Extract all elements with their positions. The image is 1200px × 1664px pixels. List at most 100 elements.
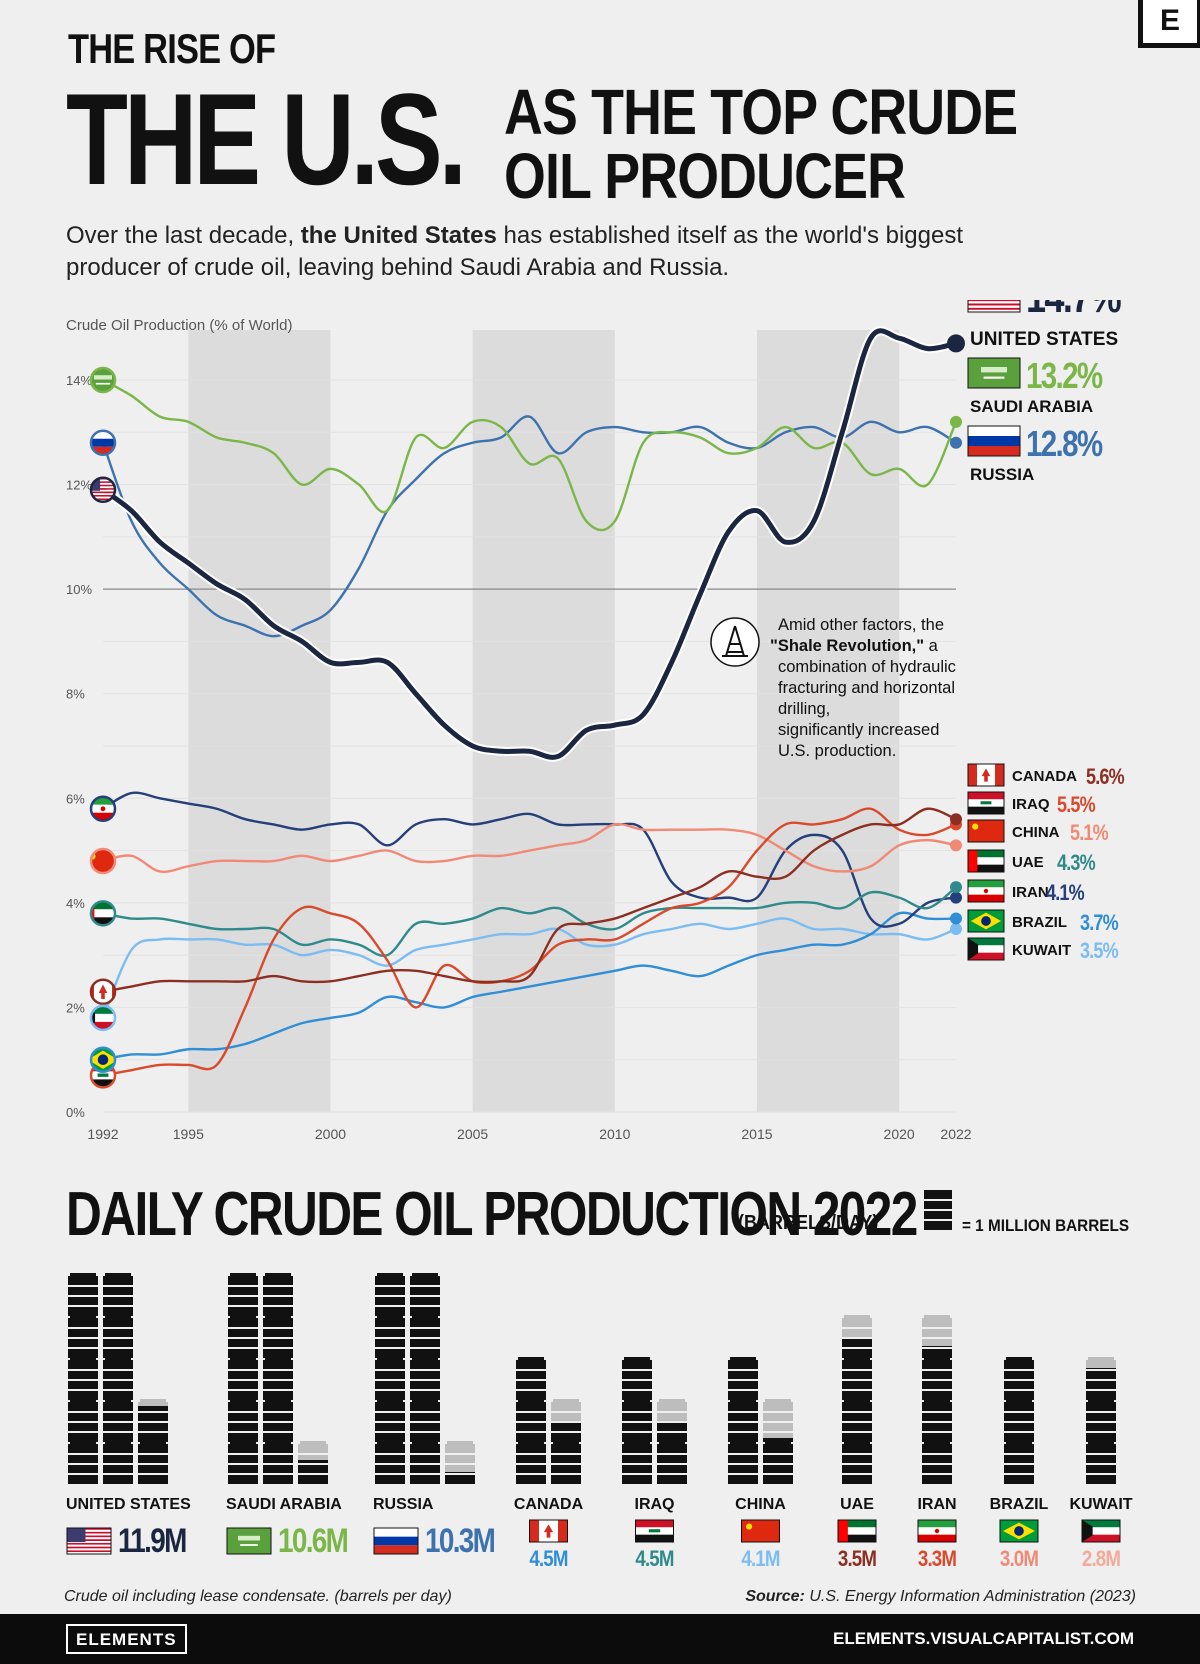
- annotation-bold: "Shale Revolution,": [770, 637, 924, 655]
- barrel-icon: [728, 1357, 758, 1400]
- y-tick-label: 8%: [66, 687, 85, 702]
- barrel-icon: [263, 1315, 293, 1358]
- oil-derrick-icon-lines: [722, 625, 748, 657]
- x-tick-label: 1992: [87, 1126, 118, 1142]
- uae-end-point: [950, 881, 962, 894]
- footer-brand[interactable]: ELEMENTS: [66, 1624, 187, 1654]
- annotation-line: fracturing and horizontal: [778, 679, 955, 697]
- annotation-line: U.S. production.: [778, 742, 896, 760]
- brazil-final-value: 3.7%: [1080, 911, 1119, 935]
- china-end-point: [950, 839, 962, 852]
- brazil-label-flag-icon: [967, 909, 1005, 933]
- canada-label-flag-icon: [967, 763, 1005, 787]
- barrel-icon: [410, 1315, 440, 1358]
- subtitle: Over the last decade, the United States …: [66, 220, 966, 284]
- saudi-end-point: [950, 415, 962, 428]
- footer-url[interactable]: ELEMENTS.VISUALCAPITALIST.COM: [833, 1629, 1134, 1648]
- y-axis-title: Crude Oil Production (% of World): [66, 317, 292, 334]
- barrel-icon: [410, 1441, 440, 1484]
- uae-round-flag-icon: [91, 901, 115, 926]
- iraq-series-line: [101, 807, 958, 1077]
- barrel-icon: [728, 1441, 758, 1484]
- barrel-icon: [922, 1441, 952, 1484]
- country-name: CHINA: [735, 1496, 786, 1513]
- barrel-icon: [68, 1399, 98, 1442]
- canada-series-name: CANADA: [1012, 768, 1077, 785]
- bars-title: DAILY CRUDE OIL PRODUCTION 2022: [66, 1180, 918, 1249]
- saudi-series-name: SAUDI ARABIA: [970, 397, 1093, 416]
- y-tick-label: 0%: [66, 1105, 85, 1120]
- canada-final-value: 5.6%: [1086, 765, 1125, 789]
- uae-round-flag-ring: [89, 900, 117, 927]
- barrel-icon: [657, 1399, 687, 1442]
- barrel-icon: [263, 1357, 293, 1400]
- barrel-icon: [103, 1357, 133, 1400]
- barrel-icon: [657, 1441, 687, 1484]
- barrel-icon: [410, 1357, 440, 1400]
- annotation-line-1: Amid other factors, the: [778, 616, 944, 634]
- iran-label-flag-icon: [967, 879, 1005, 903]
- russia-round-flag-fill: [91, 430, 115, 455]
- brand-logo: E: [1138, 0, 1200, 48]
- barrel-icon: [516, 1357, 546, 1400]
- us-series-name: UNITED STATES: [970, 329, 1118, 350]
- barrel-icon: [551, 1441, 581, 1484]
- brazil-bar-value: 3.0M: [1000, 1548, 1038, 1572]
- iraq-series-name: IRAQ: [1012, 796, 1050, 813]
- uae-label-flag-icon: [967, 849, 1005, 873]
- russia-series-line: [101, 415, 958, 638]
- brazil-round-flag-icon: [91, 1047, 115, 1072]
- barrel-icon: [228, 1399, 258, 1442]
- barrel-icon: [263, 1399, 293, 1442]
- iraq-final-value: 5.5%: [1057, 793, 1096, 817]
- barrel-legend-text: = 1 MILLION BARRELS: [962, 1216, 1130, 1235]
- bars-unit: (BARRELS/DAY): [738, 1212, 879, 1234]
- barrel-icon: [516, 1441, 546, 1484]
- barrel-icon: [622, 1441, 652, 1484]
- footnote: Crude oil including lease condensate. (b…: [64, 1588, 452, 1605]
- barrel-icon: [842, 1441, 872, 1484]
- barrel-icon: [1004, 1441, 1034, 1484]
- saudi-final-value: 13.2%: [1026, 355, 1103, 395]
- brazil-round-flag-fill: [91, 1047, 115, 1072]
- barrel-icon: [842, 1399, 872, 1442]
- china-bar-flag-icon: [741, 1519, 780, 1543]
- barrel-icon: [842, 1315, 872, 1358]
- country-name: KUWAIT: [1069, 1496, 1132, 1513]
- china-bar-value: 4.1M: [741, 1548, 779, 1572]
- barrel-icon: [410, 1273, 440, 1316]
- china-round-flag-ring: [89, 847, 117, 875]
- barrel-icon: [763, 1399, 793, 1442]
- china-series-line: [101, 822, 958, 874]
- barrel-icon: [228, 1273, 258, 1316]
- barrel-icon: [728, 1399, 758, 1442]
- barrel-icon: [228, 1315, 258, 1358]
- barrel-icon: [922, 1399, 952, 1442]
- x-tick-label: 2005: [457, 1126, 488, 1142]
- kuwait-end-point: [950, 923, 962, 935]
- title-line-3: AS THE TOP CRUDE OIL PRODUCER: [504, 80, 1042, 208]
- barrel-icon: [551, 1399, 581, 1442]
- kuwait-label-flag-icon: [967, 937, 1005, 961]
- country-name: CANADA: [514, 1496, 584, 1513]
- kuwait-series-line: [101, 917, 958, 1020]
- iran-series-name: IRAN: [1012, 884, 1049, 901]
- annotation-line: drilling,: [778, 700, 830, 718]
- china-final-value: 5.1%: [1070, 821, 1109, 845]
- barrel-icon: [375, 1399, 405, 1442]
- kuwait-final-value: 3.5%: [1080, 939, 1119, 963]
- annotation-line-2: "Shale Revolution," a: [770, 637, 939, 655]
- russia-bar-value: 10.3M: [425, 1521, 494, 1559]
- title-line-3b: OIL PRODUCER: [504, 140, 906, 212]
- barrel-icon: [103, 1441, 133, 1484]
- title-line-1: THE RISE OF: [68, 25, 276, 72]
- subtitle-bold: the United States: [300, 222, 497, 249]
- us-round-flag-ring: [89, 476, 117, 504]
- us-final-value: 14.7%: [1026, 300, 1121, 322]
- x-tick-label: 2015: [741, 1126, 772, 1142]
- source: Source: U.S. Energy Information Administ…: [745, 1588, 1136, 1606]
- iran-round-flag-fill: [91, 796, 115, 821]
- uae-bar-value: 3.5M: [838, 1548, 876, 1572]
- russia-bar-flag-icon: [373, 1527, 419, 1555]
- kuwait-series-name: KUWAIT: [1012, 942, 1071, 959]
